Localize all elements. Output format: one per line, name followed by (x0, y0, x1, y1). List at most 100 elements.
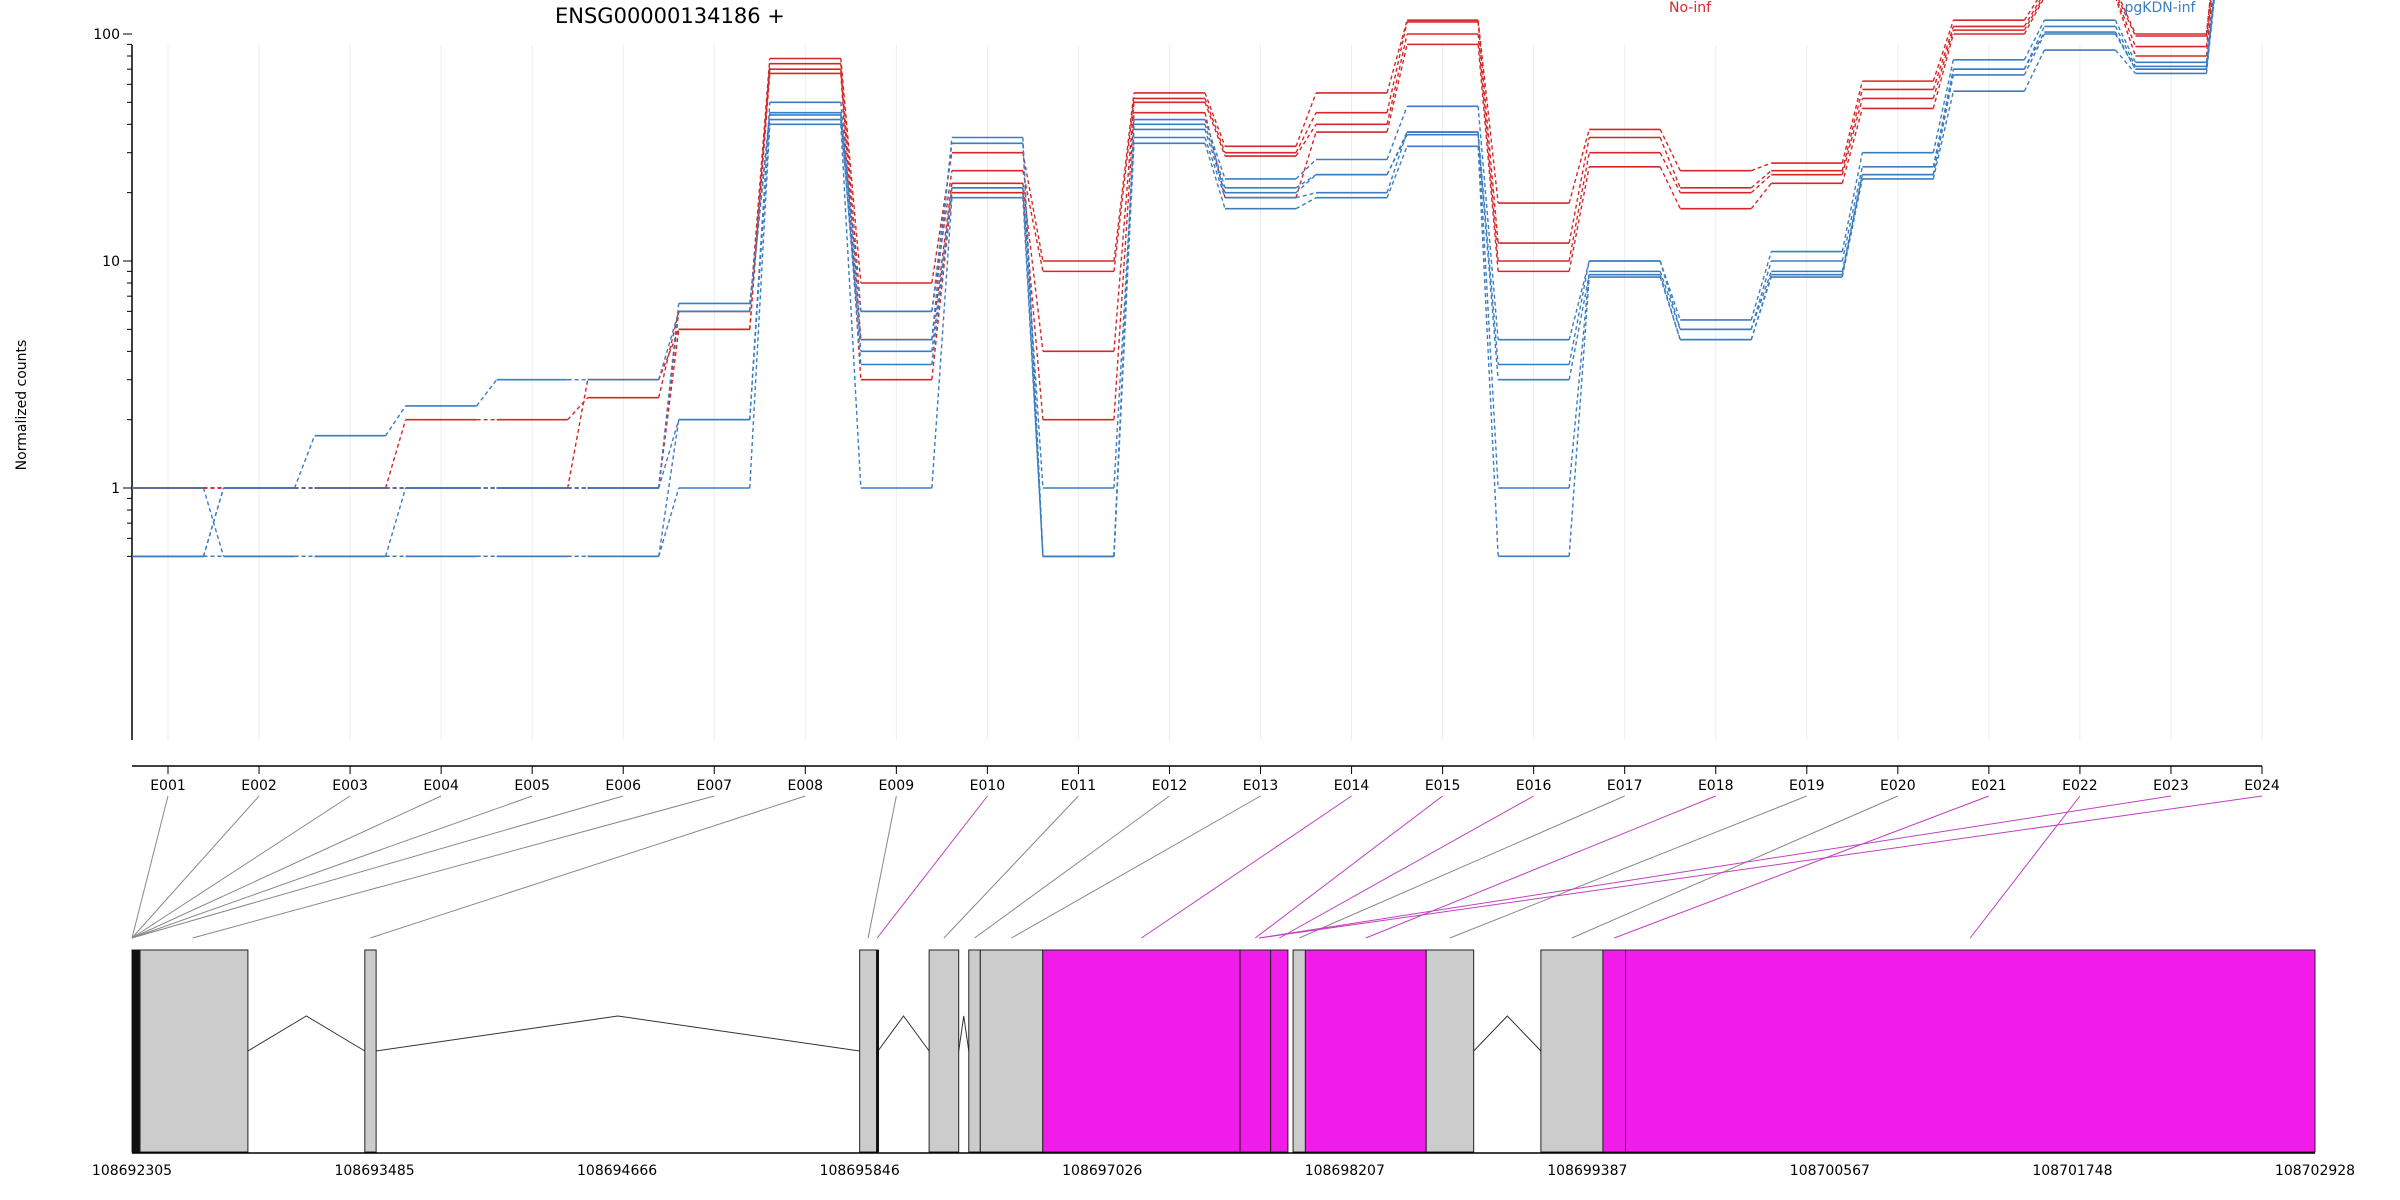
exon-block (1270, 949, 1289, 1153)
series-connector (2023, 33, 2046, 76)
series-connector (1477, 44, 1499, 272)
series-connector (202, 487, 225, 557)
x-tick-label: E018 (1698, 778, 1734, 794)
exon-link-line (131, 795, 169, 939)
exon-block (1425, 949, 1475, 1153)
x-tick-label: E001 (150, 778, 186, 794)
exon-link-line (1259, 795, 2172, 939)
x-tick-label: E021 (1971, 778, 2007, 794)
series-connector (749, 112, 771, 304)
y-tick-label: 1 (111, 481, 120, 497)
series-connector (2023, 0, 2041, 27)
series-connector (1204, 102, 1226, 157)
series-connector (749, 73, 771, 330)
series-connector (658, 329, 680, 380)
exon-link-line (1259, 795, 2263, 939)
genome-coordinate-label: 108699387 (1547, 1163, 1627, 1179)
exon-link-line (131, 795, 351, 939)
x-tick-label: E003 (332, 778, 368, 794)
series-connector (2114, 26, 2137, 67)
series-connector (1841, 80, 1863, 164)
gene-model: 108692305 108693485 108694666 108695846 1086… (92, 949, 2355, 1179)
genome-coordinate-label: 108697026 (1062, 1163, 1142, 1179)
series-connector (931, 143, 953, 312)
series-connector (1295, 123, 1317, 157)
axes: 1 10 100 E001 E002 E003 E004 E005 E006 E007 E008 E0… (93, 27, 2280, 794)
series-connector (293, 435, 316, 489)
series-connector (2023, 49, 2046, 92)
series-connector (2114, 31, 2137, 70)
genome-coordinate-label: 108700567 (1790, 1163, 1870, 1179)
exon-link-line (1571, 795, 1899, 939)
series-connector (384, 487, 407, 557)
exon-link-line (131, 795, 260, 939)
series-connector (1477, 134, 1499, 380)
exon-link-line (131, 795, 624, 939)
exon-block (1042, 949, 1241, 1153)
exon-block (1292, 949, 1306, 1153)
genome-coordinate-label: 108693485 (334, 1163, 414, 1179)
series-connector (2023, 19, 2046, 61)
genome-coordinate-label: 108694666 (577, 1163, 657, 1179)
exon-link-line (943, 795, 1079, 939)
series-connector (1568, 137, 1590, 244)
genome-coordinate-label: 108698207 (1305, 1163, 1385, 1179)
series-connector (658, 419, 680, 557)
x-tick-label: E022 (2062, 778, 2098, 794)
exon-link-line (1011, 795, 1261, 939)
series-connector (1841, 166, 1864, 262)
series-connector (931, 192, 953, 380)
exon-block (1625, 949, 2316, 1153)
series-connector (1568, 166, 1590, 272)
exon-block (364, 949, 377, 1153)
series-connector (1295, 158, 1317, 180)
series-connector (1295, 174, 1317, 194)
series-connector (1568, 276, 1590, 557)
x-tick-label: E023 (2153, 778, 2189, 794)
series-connector (1204, 98, 1226, 153)
series-connector (931, 152, 953, 284)
series-connector (1204, 92, 1226, 147)
exon-link-line (192, 795, 715, 939)
series-connector (2118, 0, 2137, 37)
series-connector (1568, 152, 1590, 262)
series-connector (1568, 274, 1590, 380)
grid-lines (167, 45, 2263, 740)
series-connector (1113, 129, 1135, 557)
series-connector (2023, 31, 2046, 70)
series-connector (1841, 152, 1864, 252)
series-connector (1659, 271, 1681, 330)
series-connector (1841, 89, 1863, 171)
series-connector (840, 73, 862, 380)
series-connector (1750, 170, 1772, 189)
exon-link-line (1141, 795, 1352, 939)
x-tick-label: E004 (423, 778, 459, 794)
x-tick-label: E009 (879, 778, 915, 794)
series-connector (1750, 182, 1772, 210)
x-tick-label: E020 (1880, 778, 1916, 794)
legend: No-inf pgKDN-inf (1669, 0, 2197, 16)
series-connector (1659, 274, 1681, 340)
series-connector (840, 69, 862, 340)
series-connector (566, 379, 589, 489)
series-connector (1477, 146, 1499, 557)
series-connector (658, 329, 680, 489)
series-connector (2119, 0, 2137, 35)
series-connector (1932, 69, 1955, 175)
series-connector (1750, 260, 1772, 330)
series-connector (1295, 197, 1317, 210)
x-tick-label: E008 (788, 778, 824, 794)
series-connector (1659, 166, 1681, 209)
series-connector (1568, 260, 1590, 365)
series-connector (1841, 174, 1864, 275)
series-connector (1477, 131, 1499, 489)
series-connector (1295, 174, 1317, 189)
exon-block (859, 949, 878, 1153)
series-connector (1932, 26, 1955, 90)
series-connector (1841, 108, 1863, 184)
genome-coordinate-label: 108702928 (2275, 1163, 2355, 1179)
exon-block (1304, 949, 1427, 1153)
exon-link-line (1365, 795, 1716, 939)
genome-coordinate-label: 108695846 (820, 1163, 900, 1179)
series-connector (1386, 21, 1408, 113)
